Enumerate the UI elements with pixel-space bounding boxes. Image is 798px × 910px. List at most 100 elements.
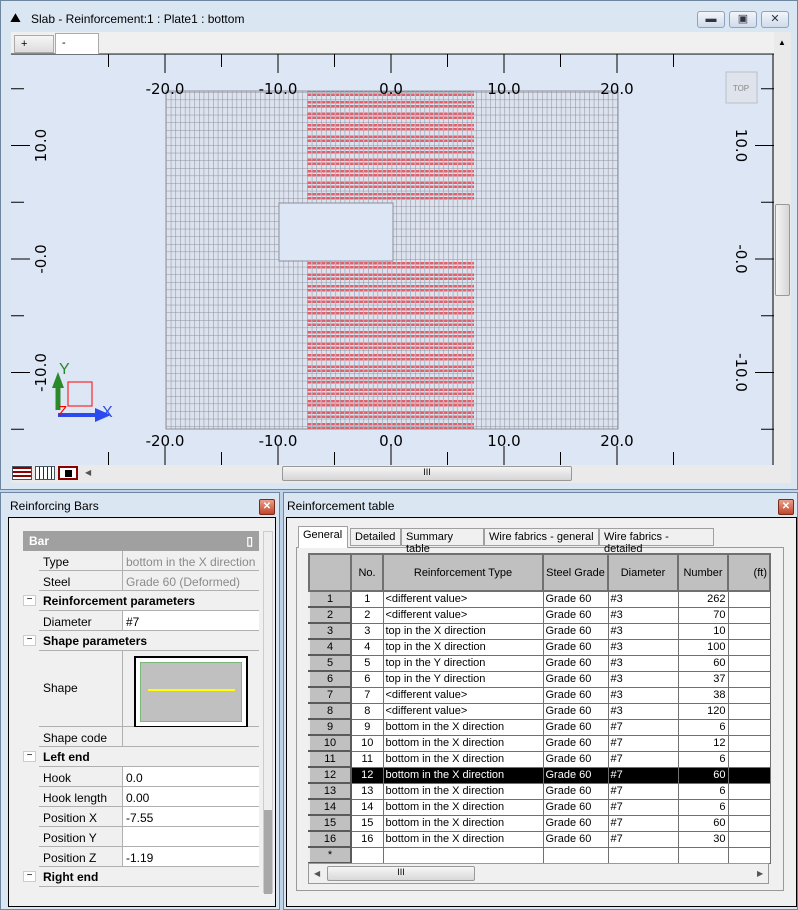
cell-diameter[interactable]: #3 bbox=[607, 638, 679, 656]
cell-type[interactable]: <different value> bbox=[382, 686, 544, 704]
close-panel-button[interactable]: ✕ bbox=[259, 499, 275, 515]
column-header[interactable]: Reinforcement Type bbox=[382, 553, 544, 592]
cell-steel-grade[interactable]: Grade 60 bbox=[542, 718, 609, 736]
cell-no[interactable]: 5 bbox=[350, 654, 384, 672]
cell-steel-grade[interactable]: Grade 60 bbox=[542, 750, 609, 768]
vertical-scrollbar[interactable]: ▲ bbox=[774, 32, 791, 465]
cell-no[interactable]: 3 bbox=[350, 622, 384, 640]
property-row[interactable]: Shape code bbox=[39, 727, 259, 747]
cell-number[interactable]: 262 bbox=[677, 590, 729, 608]
table-row[interactable]: 6 6 top in the Y direction Grade 60 #3 3… bbox=[308, 670, 771, 688]
property-value[interactable]: -7.55 bbox=[123, 807, 259, 826]
row-header[interactable]: 1 bbox=[308, 590, 352, 608]
cell-no[interactable]: 16 bbox=[350, 830, 384, 848]
cell-diameter[interactable]: #3 bbox=[607, 670, 679, 688]
cell-no[interactable]: 15 bbox=[350, 814, 384, 832]
table-row[interactable]: 5 5 top in the Y direction Grade 60 #3 6… bbox=[308, 654, 771, 672]
row-header[interactable]: 4 bbox=[308, 638, 352, 656]
cell-diameter[interactable]: #3 bbox=[607, 622, 679, 640]
tab-general[interactable]: General bbox=[298, 526, 348, 548]
cell-length[interactable] bbox=[727, 702, 771, 720]
cell-diameter[interactable]: #7 bbox=[607, 718, 679, 736]
cell-number[interactable]: 60 bbox=[677, 766, 729, 784]
row-header[interactable]: 10 bbox=[308, 734, 352, 752]
scroll-right-icon[interactable]: ▶ bbox=[757, 869, 764, 878]
cell-no[interactable]: 4 bbox=[350, 638, 384, 656]
horizontal-scroll-thumb[interactable]: III bbox=[282, 466, 572, 481]
cell-diameter[interactable]: #3 bbox=[607, 686, 679, 704]
cell-steel-grade[interactable]: Grade 60 bbox=[542, 814, 609, 832]
scroll-left-icon[interactable]: ◀ bbox=[85, 468, 92, 477]
table-row[interactable]: 11 11 bottom in the X direction Grade 60… bbox=[308, 750, 771, 768]
property-row[interactable]: Position X -7.55 bbox=[39, 807, 259, 827]
property-value[interactable]: 0.0 bbox=[123, 767, 259, 786]
table-row[interactable]: 12 12 bottom in the X direction Grade 60… bbox=[308, 766, 771, 784]
table-row[interactable]: 15 15 bottom in the X direction Grade 60… bbox=[308, 814, 771, 832]
cell-type[interactable]: top in the Y direction bbox=[382, 654, 544, 672]
cell-number[interactable]: 12 bbox=[677, 734, 729, 752]
table-row[interactable]: 1 1 <different value> Grade 60 #3 262 bbox=[308, 590, 771, 608]
cell-length[interactable] bbox=[727, 734, 771, 752]
scroll-thumb[interactable] bbox=[775, 204, 790, 296]
scroll-thumb[interactable]: III bbox=[327, 866, 475, 881]
cell-diameter[interactable]: #7 bbox=[607, 830, 679, 848]
cell-length[interactable] bbox=[727, 606, 771, 624]
scroll-up-icon[interactable]: ▲ bbox=[778, 38, 786, 47]
property-value[interactable]: #7 bbox=[123, 611, 259, 630]
cell-diameter[interactable]: #3 bbox=[607, 590, 679, 608]
cell-diameter[interactable]: #3 bbox=[607, 702, 679, 720]
minimize-button[interactable]: ▬ bbox=[697, 11, 725, 28]
cell-number[interactable]: 6 bbox=[677, 782, 729, 800]
table-row[interactable]: 2 2 <different value> Grade 60 #3 70 bbox=[308, 606, 771, 624]
column-header[interactable] bbox=[308, 553, 352, 592]
cell-steel-grade[interactable]: Grade 60 bbox=[542, 654, 609, 672]
cell-diameter[interactable]: #7 bbox=[607, 766, 679, 784]
row-header[interactable]: 6 bbox=[308, 670, 352, 688]
cell-type[interactable]: <different value> bbox=[382, 702, 544, 720]
plate-view-canvas[interactable]: -20.0 -20.0 -10.0 -10.0 0.0 0.0 10.0 10.0 20.0 20… bbox=[11, 54, 774, 465]
table-row[interactable]: 7 7 <different value> Grade 60 #3 38 bbox=[308, 686, 771, 704]
cell-number[interactable]: 6 bbox=[677, 718, 729, 736]
cell-type[interactable]: bottom in the X direction bbox=[382, 782, 544, 800]
row-header[interactable]: 2 bbox=[308, 606, 352, 624]
property-row[interactable]: Type bottom in the X direction bbox=[39, 551, 259, 571]
cell-diameter[interactable]: #7 bbox=[607, 734, 679, 752]
collapse-icon[interactable]: − bbox=[23, 871, 36, 882]
row-header[interactable]: 12 bbox=[308, 766, 352, 784]
cell-number[interactable]: 38 bbox=[677, 686, 729, 704]
cell-length[interactable] bbox=[727, 782, 771, 800]
cell-steel-grade[interactable]: Grade 60 bbox=[542, 734, 609, 752]
scroll-thumb[interactable] bbox=[264, 810, 272, 894]
tab-summary-table[interactable]: Summary table bbox=[401, 528, 484, 555]
table-row[interactable]: 16 16 bottom in the X direction Grade 60… bbox=[308, 830, 771, 848]
cell-type[interactable]: top in the X direction bbox=[382, 638, 544, 656]
y-bars-view-button[interactable] bbox=[35, 466, 55, 480]
cell-number[interactable]: 10 bbox=[677, 622, 729, 640]
cell-diameter[interactable]: #7 bbox=[607, 814, 679, 832]
cell-type[interactable]: bottom in the X direction bbox=[382, 750, 544, 768]
property-category[interactable]: Reinforcement parameters bbox=[39, 591, 259, 611]
tab-wire-fabrics-general[interactable]: Wire fabrics - general bbox=[484, 528, 599, 546]
cell-number[interactable]: 100 bbox=[677, 638, 729, 656]
section-view-button[interactable] bbox=[58, 466, 78, 480]
row-header[interactable]: 13 bbox=[308, 782, 352, 800]
cell-type[interactable]: bottom in the X direction bbox=[382, 814, 544, 832]
cell-type[interactable]: <different value> bbox=[382, 606, 544, 624]
cell-number[interactable]: 6 bbox=[677, 750, 729, 768]
x-bars-view-button[interactable] bbox=[12, 466, 32, 480]
cell-diameter[interactable]: #7 bbox=[607, 782, 679, 800]
cell-type[interactable]: bottom in the X direction bbox=[382, 718, 544, 736]
row-header[interactable]: 3 bbox=[308, 622, 352, 640]
cell-length[interactable] bbox=[727, 654, 771, 672]
shape-preview[interactable] bbox=[123, 651, 259, 728]
tab-wire-fabrics-detailed[interactable]: Wire fabrics - detailed bbox=[599, 528, 714, 555]
cell-type[interactable]: bottom in the X direction bbox=[382, 734, 544, 752]
collapse-icon[interactable]: − bbox=[23, 751, 36, 762]
cell-length[interactable] bbox=[727, 718, 771, 736]
scroll-left-icon[interactable]: ◀ bbox=[314, 869, 321, 878]
cell-diameter[interactable]: #7 bbox=[607, 750, 679, 768]
cell-number[interactable]: 120 bbox=[677, 702, 729, 720]
cell-length[interactable] bbox=[727, 766, 771, 784]
cell-steel-grade[interactable]: Grade 60 bbox=[542, 670, 609, 688]
property-row[interactable]: Position Y bbox=[39, 827, 259, 847]
